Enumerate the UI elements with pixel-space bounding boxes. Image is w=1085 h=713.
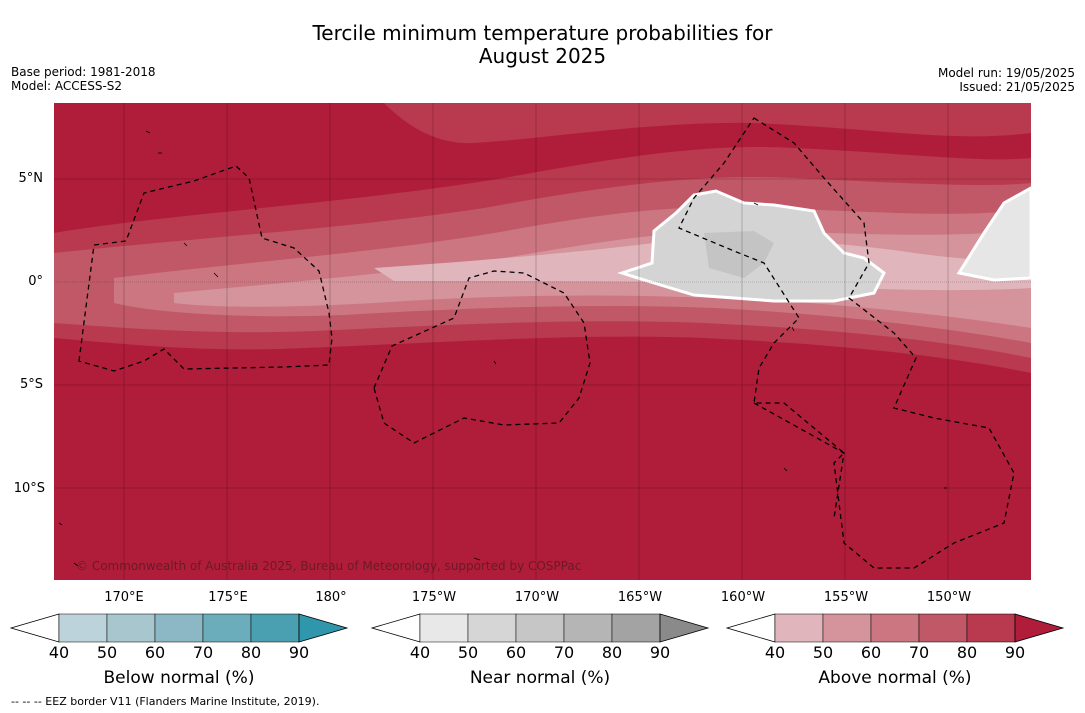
colorbar-segment [250, 613, 300, 643]
colorbar-tick-label: 50 [96, 643, 118, 662]
colorbar-arrow-high [1014, 613, 1065, 643]
lat-label-10s: 10°S [13, 481, 45, 496]
colorbar-tick-label: 50 [812, 643, 834, 662]
colorbar-tick-label: 60 [144, 643, 166, 662]
issued-date: Issued: 21/05/2025 [959, 80, 1075, 94]
lat-label-5n: 5°N [18, 171, 44, 186]
colorbar-tick-label: 90 [1004, 643, 1026, 662]
colorbar-segment [870, 613, 920, 643]
colorbar-segment [58, 613, 108, 643]
colorbar-segment [918, 613, 968, 643]
eez-footnote: -- -- -- EEZ border V11 (Flanders Marine… [11, 695, 320, 708]
colorbar-segment [563, 613, 613, 643]
colorbar-tick-label: 70 [908, 643, 930, 662]
lon-label-170e: 170°E [104, 590, 144, 605]
meta-left: Base period: 1981-2018 Model: ACCESS-S2 [11, 65, 156, 93]
lon-label-180: 180° [315, 590, 347, 605]
colorbar-tick-label: 60 [505, 643, 527, 662]
lat-label-5s: 5°S [19, 377, 43, 392]
colorbar-segment [774, 613, 824, 643]
colorbar-tick-label: 70 [553, 643, 575, 662]
lon-label-160w: 160°W [720, 590, 766, 605]
eez-borders [78, 117, 1015, 569]
colorbar-tick-label: 90 [288, 643, 310, 662]
colorbar-arrow-low [10, 613, 60, 643]
colorbar-tick-label: 90 [649, 643, 671, 662]
colorbar-tick-label: 80 [240, 643, 262, 662]
near-normal-region-east [956, 186, 1031, 282]
colorbar-arrow-high [659, 613, 710, 643]
colorbar-title-above: Above normal (%) [818, 668, 972, 688]
lon-label-175w: 175°W [411, 590, 457, 605]
colorbar-tick-label: 70 [192, 643, 214, 662]
near-normal-core [704, 231, 774, 278]
model-name: Model: ACCESS-S2 [11, 79, 123, 93]
colorbar-tick-label: 40 [48, 643, 70, 662]
colorbar-below-normal [10, 613, 349, 643]
map-title: Tercile minimum temperature probabilitie… [0, 22, 1085, 68]
lon-label-170w: 170°W [514, 590, 560, 605]
colorbar-segment [966, 613, 1016, 643]
graticule [54, 103, 1031, 580]
title-line-2: August 2025 [478, 44, 607, 68]
colorbar-tick-label: 80 [956, 643, 978, 662]
probability-map [54, 103, 1031, 580]
title-line-1: Tercile minimum temperature probabilitie… [312, 21, 773, 45]
base-period: Base period: 1981-2018 [11, 65, 156, 79]
colorbar-segment [611, 613, 661, 643]
colorbar-above-normal [726, 613, 1065, 643]
lon-label-175e: 175°E [208, 590, 248, 605]
lon-label-165w: 165°W [617, 590, 663, 605]
colorbar-segment [202, 613, 252, 643]
colorbar-title-near: Near normal (%) [469, 668, 611, 688]
colorbar-segment [515, 613, 565, 643]
region-80-north [384, 103, 1031, 144]
lon-label-150w: 150°W [926, 590, 972, 605]
colorbar-tick-label: 50 [457, 643, 479, 662]
colorbar-near-normal [371, 613, 710, 643]
colorbar-segment [419, 613, 469, 643]
colorbar-tick-label: 80 [601, 643, 623, 662]
lon-label-155w: 155°W [823, 590, 869, 605]
colorbar-tick-label: 60 [860, 643, 882, 662]
colorbar-segment [154, 613, 204, 643]
model-run: Model run: 19/05/2025 [937, 66, 1075, 80]
colorbar-arrow-high [298, 613, 349, 643]
colorbar-title-below: Below normal (%) [103, 668, 255, 688]
colorbar-arrow-low [726, 613, 776, 643]
lat-label-0: 0° [28, 274, 43, 289]
islands [58, 130, 947, 567]
colorbar-segment [106, 613, 156, 643]
colorbar-tick-label: 40 [764, 643, 786, 662]
meta-right: Model run: 19/05/2025 Issued: 21/05/2025 [938, 66, 1075, 94]
colorbar-arrow-low [371, 613, 421, 643]
colorbar-segment [467, 613, 517, 643]
copyright-notice: © Commonwealth of Australia 2025, Bureau… [76, 559, 582, 573]
colorbar-segment [822, 613, 872, 643]
colorbar-tick-label: 40 [409, 643, 431, 662]
